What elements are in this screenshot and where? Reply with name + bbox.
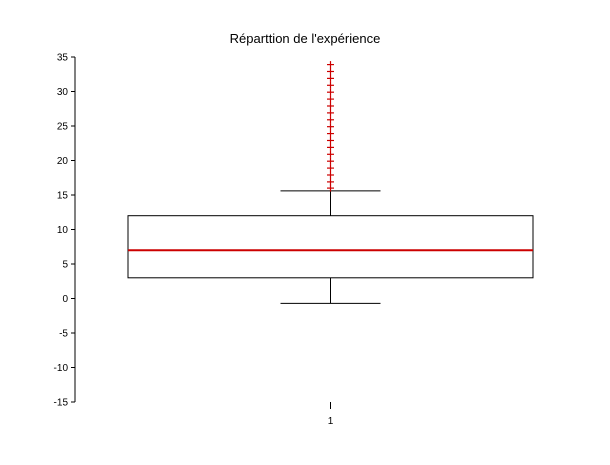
y-tick-label: 35	[57, 53, 69, 64]
y-tick-label: 5	[62, 260, 68, 271]
y-tick-label: -5	[59, 329, 68, 340]
outlier-point	[327, 61, 334, 69]
outlier-point	[327, 178, 334, 186]
y-tick-label: 15	[57, 191, 69, 202]
y-tick-label: -10	[54, 363, 69, 374]
y-tick-label: 30	[57, 87, 69, 98]
y-tick-label: 10	[57, 225, 69, 236]
outlier-point	[327, 150, 334, 158]
outlier-point	[327, 95, 334, 103]
x-axis: 1	[328, 402, 334, 427]
outlier-point	[327, 171, 334, 179]
outlier-point	[327, 109, 334, 117]
y-tick-label: 0	[62, 294, 68, 305]
outlier-point	[327, 81, 334, 89]
y-tick-label: -15	[54, 398, 69, 409]
chart-title: Réparttion de l'expérience	[230, 31, 381, 46]
y-axis: 35 30 25 20 15 10 5 0 -5 -10 -15	[54, 53, 76, 409]
outlier-point	[327, 67, 334, 75]
outlier-point	[327, 123, 334, 131]
y-tick-label: 20	[57, 156, 69, 167]
x-tick-label: 1	[328, 416, 334, 427]
outlier-point	[327, 184, 334, 192]
outliers	[327, 61, 334, 192]
outlier-point	[327, 164, 334, 172]
outlier-point	[327, 136, 334, 144]
outlier-point	[327, 157, 334, 165]
outlier-point	[327, 74, 334, 82]
outlier-point	[327, 102, 334, 110]
iqr-box	[127, 215, 534, 279]
outlier-point	[327, 130, 334, 138]
outlier-point	[327, 143, 334, 151]
outlier-point	[327, 88, 334, 96]
y-tick-label: 25	[57, 122, 69, 133]
outlier-point	[327, 116, 334, 124]
box-plot	[127, 190, 534, 304]
